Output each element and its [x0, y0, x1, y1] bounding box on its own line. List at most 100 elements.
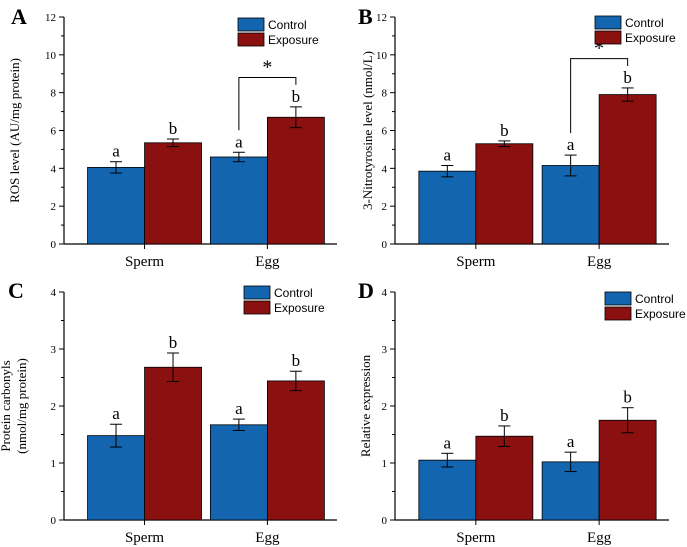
significance-letter: a	[567, 135, 575, 154]
y-tick-label: 8	[382, 88, 388, 100]
bar-exposure-sperm	[475, 143, 534, 245]
legend-label-control: Control	[635, 292, 674, 306]
legend-swatch-control	[237, 17, 265, 32]
bar-exposure-egg	[266, 380, 325, 521]
bar-exposure-sperm	[144, 142, 202, 245]
significance-letter: b	[292, 351, 301, 370]
significance-letter: b	[292, 87, 301, 106]
y-tick-label: 2	[382, 201, 388, 213]
bar-control-egg	[541, 165, 600, 245]
legend-label-control: Control	[625, 16, 664, 30]
significance-letter: a	[444, 433, 452, 452]
y-tick-label: 2	[382, 401, 388, 413]
significance-letter: b	[500, 121, 509, 140]
bar-control-egg	[209, 156, 268, 245]
significance-letter: b	[623, 68, 632, 87]
legend-swatch-control	[594, 15, 622, 30]
bar-control-sperm	[87, 435, 145, 521]
significance-letter: a	[235, 399, 243, 418]
y-tick-label: 0	[51, 239, 57, 251]
y-tick-label: 4	[51, 287, 57, 299]
bar-control-sperm	[87, 166, 145, 245]
y-tick-label: 2	[51, 201, 57, 213]
x-tick-label: Sperm	[456, 530, 495, 546]
y-tick-label: 10	[45, 50, 57, 62]
y-axis-label: Protein carbonyls	[0, 360, 13, 451]
legend-swatch-control	[604, 291, 632, 306]
y-tick-label: 12	[45, 12, 56, 24]
legend-swatch-control	[243, 285, 271, 300]
y-tick-label: 3	[51, 344, 57, 356]
x-tick-label: Sperm	[456, 254, 495, 270]
legend-swatch-exposure	[237, 32, 265, 47]
x-tick-label: Egg	[255, 254, 280, 270]
bar-exposure-sperm	[144, 366, 202, 521]
legend-swatch-exposure	[604, 306, 632, 321]
bar-exposure-egg	[598, 419, 657, 521]
significance-letter: b	[169, 119, 178, 138]
legend-swatch-exposure	[243, 300, 271, 315]
panel-letter: D	[358, 278, 374, 303]
bar-exposure-egg	[266, 116, 325, 245]
y-axis-label: (nmol/mg protein)	[14, 358, 29, 454]
bar-exposure-sperm	[475, 435, 534, 521]
x-tick-label: Sperm	[125, 530, 164, 546]
significance-letter: a	[444, 145, 452, 164]
legend-label-control: Control	[268, 18, 307, 32]
y-tick-label: 0	[382, 239, 388, 251]
significance-letter: a	[112, 142, 120, 161]
y-tick-label: 6	[51, 126, 57, 138]
legend-label-control: Control	[274, 286, 313, 300]
y-axis-label: 3-Nitrotyrosine level (nmol/L)	[360, 51, 375, 210]
chart-panel-b: B 0 2 4 6 8 10 12 3-Nitrotyrosine level (nmol/L)…	[358, 4, 676, 270]
y-tick-label: 1	[51, 458, 57, 470]
y-axis-label: Relative expression	[358, 354, 373, 457]
y-tick-label: 6	[382, 126, 388, 138]
y-tick-label: 10	[376, 50, 388, 62]
y-tick-label: 0	[51, 515, 57, 527]
significance-letter: a	[235, 132, 243, 151]
x-tick-label: Egg	[587, 530, 612, 546]
y-tick-label: 4	[51, 163, 57, 175]
y-tick-label: 4	[382, 287, 388, 299]
significance-letter: b	[623, 388, 632, 407]
panel-letter: A	[11, 4, 27, 29]
chart-panel-c: C 0 1 2 3 4 Protein carbonyls (nmol/mg protein)…	[0, 278, 337, 546]
significance-letter: b	[500, 406, 509, 425]
significance-letter: b	[169, 333, 178, 352]
panel-letter: B	[358, 4, 373, 29]
x-tick-label: Egg	[255, 530, 280, 546]
y-tick-label: 2	[51, 401, 57, 413]
significance-letter: a	[567, 432, 575, 451]
x-tick-label: Sperm	[125, 254, 164, 270]
significance-bracket	[238, 77, 297, 131]
y-axis-label: ROS level (AU/mg protein)	[7, 58, 22, 203]
y-tick-label: 8	[51, 88, 57, 100]
significance-bracket	[570, 58, 629, 134]
significance-letter: a	[112, 404, 120, 423]
significance-star: *	[262, 57, 272, 79]
legend-label-exposure: Exposure	[268, 33, 319, 47]
y-tick-label: 3	[382, 344, 388, 356]
bar-control-sperm	[418, 459, 477, 521]
chart-panel-d: D 0 1 2 3 4 Relative expression Sperm a b Egg a b Con…	[358, 278, 686, 546]
bar-control-sperm	[418, 170, 477, 245]
legend-label-exposure: Exposure	[274, 301, 325, 315]
y-tick-label: 1	[382, 458, 388, 470]
significance-star: *	[594, 38, 604, 60]
y-tick-label: 4	[382, 163, 388, 175]
bar-exposure-egg	[598, 94, 657, 245]
y-tick-label: 0	[382, 515, 388, 527]
legend-label-exposure: Exposure	[635, 307, 686, 321]
panel-letter: C	[8, 278, 24, 303]
x-tick-label: Egg	[587, 254, 612, 270]
bar-control-egg	[209, 424, 268, 521]
y-tick-label: 12	[376, 12, 387, 24]
legend-label-exposure: Exposure	[625, 31, 676, 45]
chart-panel-a: A 0 2 4 6 8 10 12 ROS level (AU/mg protein) Sperm…	[7, 4, 337, 270]
